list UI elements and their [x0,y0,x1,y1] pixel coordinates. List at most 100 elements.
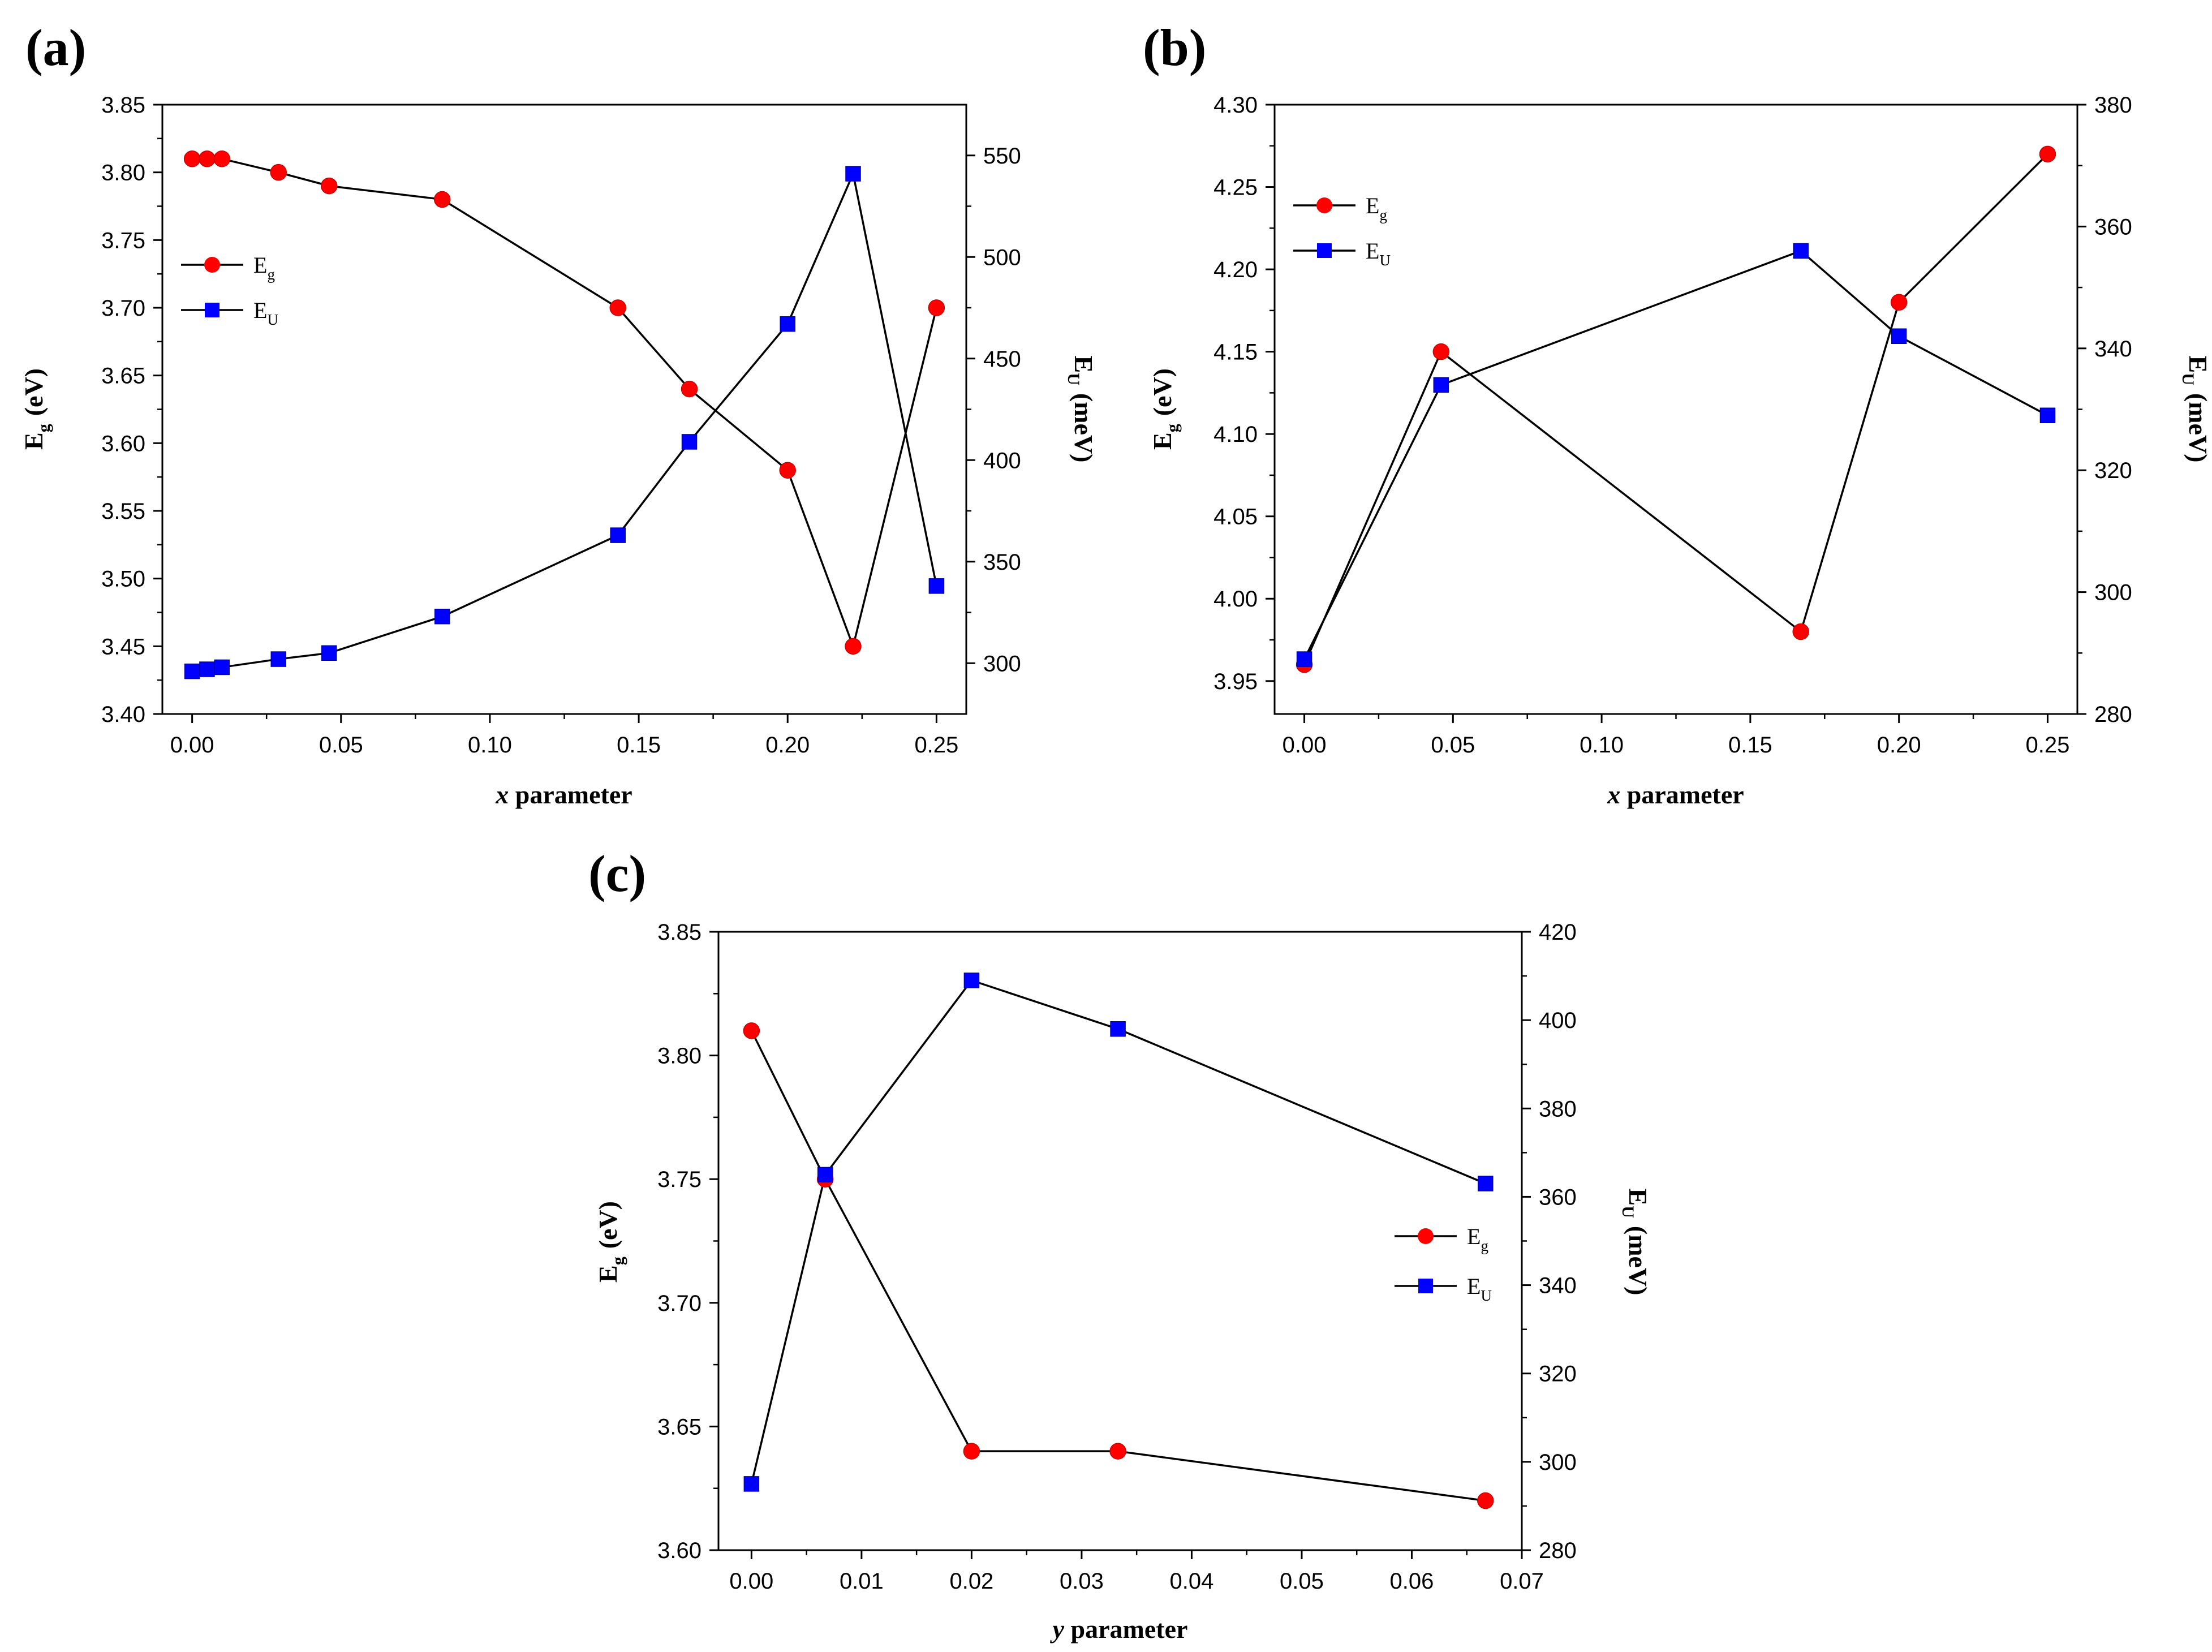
y-right-axis-title-main: E [1069,356,1098,373]
y-left-axis-title-main: E [593,1265,622,1283]
x-tick-label: 0.10 [1580,733,1624,758]
y-left-axis-title-unit: (eV) [1148,368,1177,416]
panel-label: (c) [588,845,646,902]
legend-label-eg: Eg [1467,1224,1488,1254]
y-left-tick-label: 3.55 [101,499,145,524]
y-right-axis-title-main: E [2184,356,2212,373]
y-left-tick-label: 3.65 [657,1414,702,1439]
x-tick-label: 0.06 [1390,1569,1434,1594]
legend-label-sub: g [267,266,275,283]
x-axis-title-gap [1620,780,1627,809]
y-right-axis-title-unit: (meV) [2184,393,2212,463]
y-right-tick-label: 280 [2094,702,2132,727]
eg-data-point [199,150,216,167]
y-right-tick-label: 550 [983,144,1021,169]
x-tick-label: 0.07 [1500,1569,1544,1594]
y-left-tick-label: 3.85 [101,93,145,118]
y-right-tick-label: 340 [2094,337,2132,362]
y-left-tick-label: 4.00 [1213,587,1258,612]
eu-data-point [270,651,287,667]
eu-data-point [199,661,215,677]
y-right-tick-label: 300 [2094,580,2132,605]
eu-data-point [610,527,626,543]
legend-label-sub: U [1379,252,1391,269]
eu-data-point [681,434,698,450]
eu-data-point [780,316,795,332]
eg-data-point [845,638,862,655]
y-left-tick-label: 3.60 [657,1538,702,1563]
x-axis-title-text: parameter [515,780,632,809]
legend-marker-eu [205,303,220,317]
x-tick-label: 0.10 [468,733,512,758]
eu-data-point [184,663,200,679]
eu-data-point [1296,651,1312,667]
y-right-tick-label: 400 [1539,1008,1577,1033]
x-axis-title-text: parameter [1071,1615,1188,1644]
x-axis-title: x parameter [495,780,632,809]
y-left-axis-title-main: E [19,432,48,450]
y-right-tick-label: 300 [1539,1450,1577,1475]
eg-data-point [743,1022,760,1039]
x-tick-label: 0.01 [840,1569,884,1594]
x-tick-label: 0.25 [914,733,958,758]
x-axis-title-variable: y [1050,1615,1065,1644]
legend: Eg EU [1395,1224,1492,1304]
eg-data-point [609,299,626,316]
y-right-axis-title: EU (meV) [2179,356,2212,463]
y-right-axis-title-unit: (meV) [1069,393,1098,463]
eu-data-point [743,1476,760,1492]
eg-data-point [681,380,698,398]
x-axis-title: y parameter [1050,1615,1188,1644]
x-tick-label: 0.04 [1170,1569,1214,1594]
y-right-axis-title-sub: U [2179,373,2197,385]
y-left-tick-label: 3.85 [657,920,702,945]
y-left-tick-label: 3.45 [101,634,145,659]
y-left-axis-title: Eg (eV) [593,1201,627,1283]
y-right-tick-label: 360 [1539,1185,1577,1210]
legend-label-eu: EU [1467,1274,1492,1304]
y-left-tick-label: 4.20 [1213,257,1258,282]
y-left-axis-title-sub: g [35,424,53,432]
eg-data-point [183,150,201,167]
y-right-tick-label: 450 [983,347,1021,372]
y-right-axis-title: EU (meV) [1619,1189,1652,1296]
y-left-axis-title-unit: (eV) [593,1201,622,1249]
legend-label-main: E [1366,193,1379,218]
legend-label-eg: Eg [253,252,275,283]
y-right-axis-title-sub: U [1064,373,1083,385]
legend-label-sub: g [1379,206,1387,223]
panel-a: (a) 0.00 0.05 0.10 0.15 0.20 0.25 3.40 3.45 3.50 3… [19,19,1098,809]
panel-label: (b) [1143,19,1206,76]
x-axis-title-variable: x [495,780,509,809]
series-line-eu [192,170,938,673]
eg-data-point [213,150,231,167]
y-right-tick-label: 380 [2094,93,2132,118]
eg-data-point [1109,1443,1126,1460]
y-left-axis-title: Eg (eV) [1148,368,1182,450]
legend-marker-eu [1317,243,1332,258]
legend-label-eu: EU [253,298,278,328]
eu-data-point [1478,1176,1494,1191]
eg-data-point [270,164,287,181]
eg-data-point [320,177,338,195]
eg-data-point [1792,623,1809,640]
eu-data-point [321,645,337,661]
y-left-tick-label: 4.10 [1213,422,1258,447]
y-left-tick-label: 3.50 [101,567,145,592]
y-left-axis-title-unit: (eV) [19,368,48,416]
y-left-tick-label: 3.70 [101,296,145,321]
eg-data-point [779,462,796,479]
eg-data-point [433,191,451,208]
y-right-tick-label: 320 [2094,458,2132,483]
eu-data-point [434,608,450,625]
eu-data-point [1891,328,1907,345]
legend-label-sub: g [1481,1237,1488,1254]
y-left-tick-label: 3.80 [101,161,145,186]
y-left-tick-label: 4.15 [1213,340,1258,365]
y-right-tick-label: 500 [983,245,1021,270]
y-right-tick-label: 280 [1539,1538,1577,1563]
series-line-eg [750,1030,1486,1502]
y-left-tick-label: 4.30 [1213,93,1258,118]
x-tick-label: 0.00 [729,1569,773,1594]
